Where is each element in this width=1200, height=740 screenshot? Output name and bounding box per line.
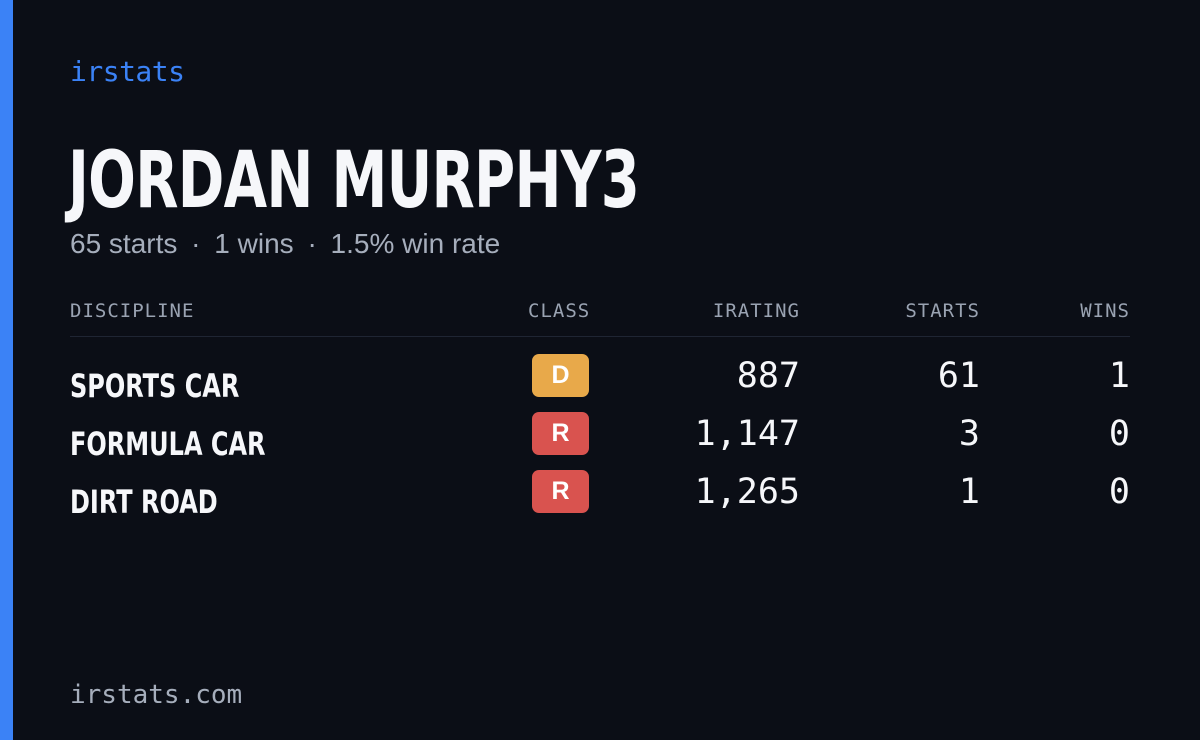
header-class: CLASS	[528, 300, 591, 322]
win-rate-summary: 1.5% win rate	[330, 228, 501, 259]
driver-summary: 65 starts · 1 wins · 1.5% win rate	[70, 228, 500, 260]
summary-separator: ·	[191, 228, 201, 259]
irating-value: 887	[736, 356, 800, 396]
table-row: SPORTS CAR D 887 61 1	[70, 350, 1130, 408]
table-row: FORMULA CAR R 1,147 3 0	[70, 408, 1130, 466]
wins-value: 1	[1108, 356, 1130, 396]
wins-summary: 1 wins	[214, 228, 294, 259]
discipline-name: SPORTS CAR	[70, 367, 240, 405]
class-badge: D	[532, 354, 589, 397]
irating-value: 1,147	[694, 414, 800, 454]
starts-summary: 65 starts	[70, 228, 178, 259]
driver-name: JORDAN MURPHY3	[68, 136, 640, 226]
footer-url: irstats.com	[70, 680, 243, 710]
accent-bar	[0, 0, 13, 740]
header-discipline: DISCIPLINE	[70, 300, 195, 322]
brand-logo: irstats	[70, 55, 185, 88]
starts-value: 61	[937, 356, 980, 396]
wins-value: 0	[1108, 414, 1130, 454]
table-body: SPORTS CAR D 887 61 1 FORMULA CAR R 1,14…	[70, 350, 1130, 524]
header-wins: WINS	[1080, 300, 1130, 322]
table-row: DIRT ROAD R 1,265 1 0	[70, 466, 1130, 524]
starts-value: 3	[958, 414, 980, 454]
header-irating: IRATING	[712, 300, 800, 322]
starts-value: 1	[958, 472, 980, 512]
class-badge: R	[532, 470, 589, 513]
table-header: DISCIPLINE CLASS IRATING STARTS WINS	[70, 300, 1130, 337]
irating-value: 1,265	[694, 472, 800, 512]
discipline-name: FORMULA CAR	[70, 425, 266, 463]
summary-separator: ·	[307, 228, 317, 259]
discipline-name: DIRT ROAD	[70, 483, 218, 521]
header-starts: STARTS	[905, 300, 980, 322]
class-badge: R	[532, 412, 589, 455]
wins-value: 0	[1108, 472, 1130, 512]
